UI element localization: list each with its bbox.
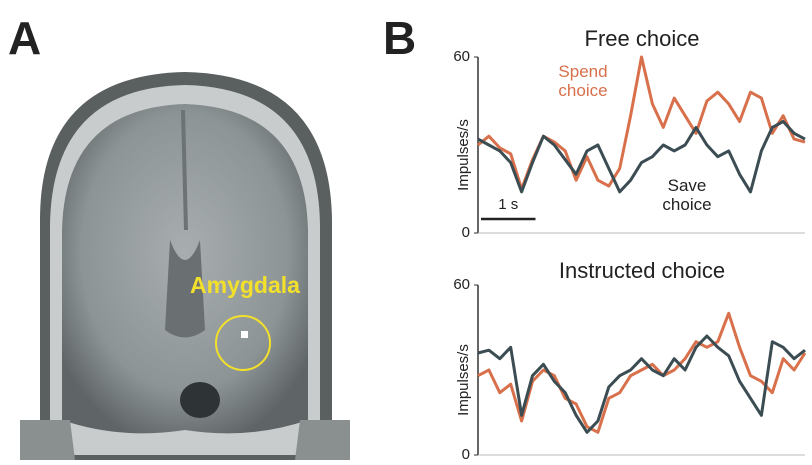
mri-image [5,68,367,460]
chart-title: Free choice [585,26,700,51]
figure: A B Amygdala Free choice Impulses/s 0 60 1 s… [0,0,812,465]
chart-title: Instructed choice [559,258,725,283]
y-axis-label: Impulses/s [455,119,472,191]
y-tick-label: 0 [462,446,470,463]
annotation: Amygdala [190,272,300,298]
series-line [478,313,805,432]
y-tick-label: 0 [462,224,470,241]
panel-label: B [383,12,416,64]
y-tick-label: 60 [453,276,470,293]
series-line [478,122,805,192]
panel-label: A [8,12,41,64]
series-label: Save choice [652,176,722,214]
series-label: Spend choice [548,62,618,100]
series-line [478,336,805,432]
y-tick-label: 60 [453,48,470,65]
y-axis-label: Impulses/s [455,344,472,416]
figure-svg: A B Amygdala Free choice Impulses/s 0 60 1 s… [0,0,812,465]
scale-bar-label: 1 s [498,196,518,213]
